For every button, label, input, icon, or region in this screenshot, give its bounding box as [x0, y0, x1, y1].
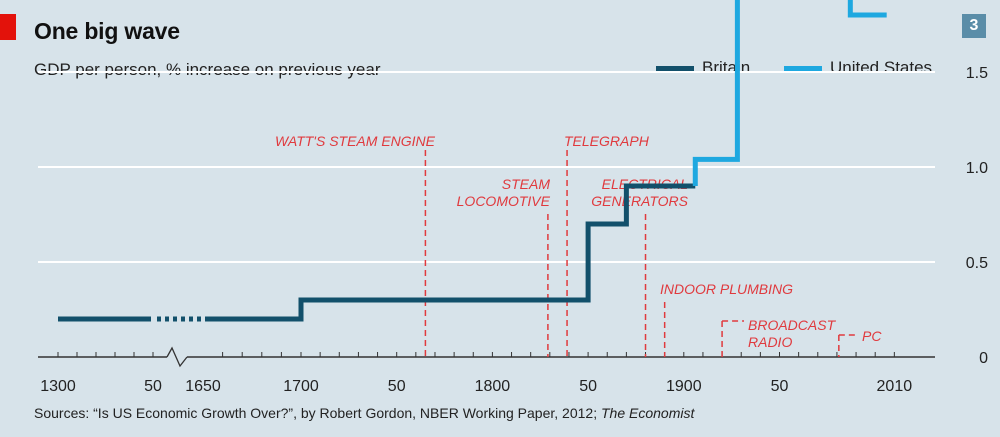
x-tick-label: 1900	[666, 378, 702, 395]
x-tick-label: 50	[144, 378, 162, 395]
annotation-label: TELEGRAPH	[564, 133, 650, 149]
annotation-label: RADIO	[748, 334, 792, 350]
x-tick-label: 50	[388, 378, 406, 395]
annotation-label: GENERATORS	[591, 193, 688, 209]
x-tick-label: 50	[579, 378, 597, 395]
source-note: Sources: “Is US Economic Growth Over?”, …	[34, 405, 694, 421]
annotation-label: INDOOR PLUMBING	[660, 281, 793, 297]
annotation-label: WATT'S STEAM ENGINE	[275, 133, 436, 149]
legend-swatch-britain	[656, 65, 694, 72]
chart-number-badge: 3	[962, 14, 986, 38]
chart-subtitle: GDP per person, % increase on previous y…	[34, 60, 381, 79]
annotation-label: PC	[862, 328, 882, 344]
y-tick-label: 0	[979, 350, 988, 367]
x-tick-label: 50	[771, 378, 789, 395]
x-tick-label: 2010	[877, 378, 913, 395]
chart-title: One big wave	[34, 18, 180, 44]
y-tick-label: 0.5	[966, 255, 988, 272]
x-tick-label: 1650	[185, 378, 221, 395]
y-tick-label: 1.0	[966, 160, 988, 177]
legend-swatch-united-states	[784, 65, 822, 72]
x-tick-label: 1300	[40, 378, 76, 395]
x-tick-label: 1800	[475, 378, 511, 395]
annotation-label: STEAM	[502, 176, 551, 192]
annotation-label: LOCOMOTIVE	[457, 193, 551, 209]
source-text: Sources: “Is US Economic Growth Over?”, …	[34, 405, 601, 421]
series-line-united-states	[692, 0, 887, 186]
source-italic: The Economist	[600, 405, 695, 421]
annotation-label: BROADCAST	[748, 317, 837, 333]
axis-break-mark	[166, 346, 188, 368]
x-tick-label: 1700	[283, 378, 319, 395]
y-tick-label: 1.5	[966, 65, 988, 82]
brand-red-tab	[0, 14, 16, 40]
series-line-britain	[205, 183, 696, 322]
